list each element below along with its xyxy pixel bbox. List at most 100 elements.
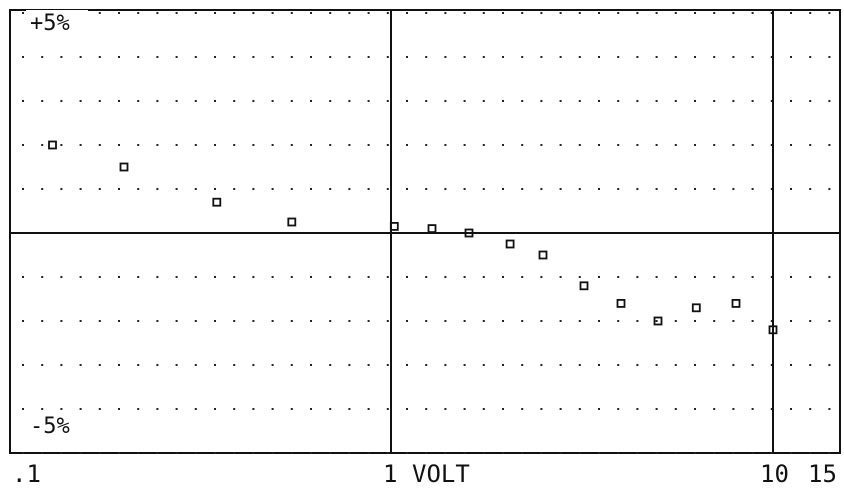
grid-dot	[444, 364, 447, 366]
grid-dot	[694, 100, 696, 102]
grid-dot	[386, 12, 389, 14]
grid-dot	[310, 320, 312, 322]
grid-dot	[751, 100, 754, 102]
grid-dot	[674, 276, 677, 278]
grid-dot	[636, 144, 639, 146]
grid-dot	[655, 452, 658, 454]
grid-dot	[598, 144, 600, 146]
grid-dot	[655, 320, 658, 322]
grid-dot	[348, 188, 351, 190]
grid-dot	[521, 12, 524, 14]
grid-dot	[540, 100, 543, 102]
grid-dot	[482, 144, 485, 146]
data-point	[579, 281, 589, 291]
grid-dot	[406, 452, 408, 454]
grid-dot	[636, 100, 639, 102]
grid-dot	[310, 364, 312, 366]
grid-dot	[425, 452, 428, 454]
grid-dot	[60, 276, 63, 278]
grid-dot	[828, 188, 831, 190]
grid-dot	[175, 276, 178, 278]
grid-dot	[233, 364, 236, 366]
grid-dot	[674, 188, 677, 190]
grid-dot	[559, 320, 562, 322]
grid-dot	[98, 320, 101, 322]
grid-dot	[214, 364, 216, 366]
grid-dot	[694, 144, 696, 146]
grid-dot	[252, 188, 255, 190]
grid-dot	[367, 364, 370, 366]
grid-dot	[598, 364, 600, 366]
grid-dot	[751, 320, 754, 322]
grid-dot	[310, 276, 312, 278]
grid-dot	[521, 144, 524, 146]
grid-dot	[770, 56, 773, 58]
grid-dot	[809, 144, 812, 146]
data-point	[389, 221, 399, 231]
grid-dot	[559, 276, 562, 278]
grid-dot	[194, 452, 197, 454]
grid-dot	[406, 188, 408, 190]
grid-dot	[214, 276, 216, 278]
grid-dot	[118, 452, 120, 454]
grid-dot	[156, 12, 159, 14]
data-point	[505, 239, 515, 249]
grid-dot	[386, 100, 389, 102]
grid-dot	[233, 144, 236, 146]
grid-dot	[22, 408, 24, 410]
grid-dot	[156, 364, 159, 366]
grid-dot	[617, 188, 620, 190]
grid-dot	[79, 452, 82, 454]
grid-dot	[828, 276, 831, 278]
grid-dot	[290, 100, 293, 102]
grid-dot	[348, 408, 351, 410]
grid-dot	[636, 364, 639, 366]
grid-dot	[137, 12, 140, 14]
grid-dot	[98, 276, 101, 278]
grid-dot	[175, 364, 178, 366]
grid-dot	[770, 408, 773, 410]
grid-dot	[540, 320, 543, 322]
grid-dot	[540, 188, 543, 190]
data-point	[731, 298, 741, 308]
grid-dot	[636, 452, 639, 454]
grid-dot	[598, 408, 600, 410]
grid-dot	[348, 56, 351, 58]
grid-dot	[118, 144, 120, 146]
grid-dot	[617, 320, 620, 322]
grid-dot	[770, 144, 773, 146]
data-point	[427, 224, 437, 234]
grid-dot	[367, 100, 370, 102]
grid-dot	[617, 276, 620, 278]
grid-dot	[655, 100, 658, 102]
grid-dot	[444, 188, 447, 190]
grid-dot	[271, 188, 274, 190]
grid-dot	[751, 276, 754, 278]
grid-dot	[559, 452, 562, 454]
grid-dot	[175, 188, 178, 190]
grid-dot	[290, 12, 293, 14]
grid-dot	[463, 100, 466, 102]
grid-dot	[137, 100, 140, 102]
grid-dot	[770, 320, 773, 322]
grid-dot	[521, 452, 524, 454]
grid-dot	[463, 408, 466, 410]
grid-dot	[252, 100, 255, 102]
grid-dot	[559, 144, 562, 146]
grid-dot	[175, 56, 178, 58]
plot-frame	[9, 9, 841, 454]
grid-dot	[271, 56, 274, 58]
grid-dot	[790, 56, 792, 58]
grid-dot	[271, 364, 274, 366]
grid-dot	[386, 452, 389, 454]
grid-dot	[502, 100, 504, 102]
grid-dot	[310, 56, 312, 58]
grid-dot	[41, 276, 44, 278]
grid-dot	[713, 56, 716, 58]
grid-dot	[79, 144, 82, 146]
grid-dot	[444, 276, 447, 278]
grid-dot	[521, 56, 524, 58]
grid-dot	[348, 100, 351, 102]
grid-dot	[137, 320, 140, 322]
grid-dot	[79, 320, 82, 322]
